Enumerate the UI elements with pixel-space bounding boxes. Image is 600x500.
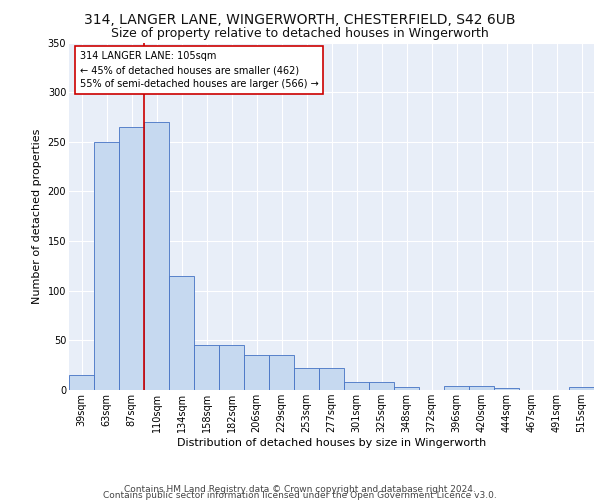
Text: 314 LANGER LANE: 105sqm
← 45% of detached houses are smaller (462)
55% of semi-d: 314 LANGER LANE: 105sqm ← 45% of detache… (79, 51, 318, 89)
Bar (569, 387, 594, 390)
Bar (169, 276, 194, 390)
Text: 314, LANGER LANE, WINGERWORTH, CHESTERFIELD, S42 6UB: 314, LANGER LANE, WINGERWORTH, CHESTERFI… (84, 12, 516, 26)
Bar (369, 382, 394, 390)
Bar (119, 127, 144, 390)
Bar (444, 386, 469, 390)
Bar (194, 346, 219, 390)
Bar (294, 368, 319, 390)
Bar (494, 388, 519, 390)
Bar (244, 355, 269, 390)
Bar (319, 368, 344, 390)
Bar (344, 382, 369, 390)
Bar (394, 387, 419, 390)
Bar (269, 355, 294, 390)
X-axis label: Distribution of detached houses by size in Wingerworth: Distribution of detached houses by size … (177, 438, 486, 448)
Bar (94, 142, 119, 390)
Y-axis label: Number of detached properties: Number of detached properties (32, 128, 42, 304)
Bar (469, 386, 494, 390)
Bar (144, 122, 169, 390)
Bar (219, 346, 244, 390)
Bar (69, 375, 94, 390)
Text: Size of property relative to detached houses in Wingerworth: Size of property relative to detached ho… (111, 28, 489, 40)
Text: Contains HM Land Registry data © Crown copyright and database right 2024.: Contains HM Land Registry data © Crown c… (124, 484, 476, 494)
Text: Contains public sector information licensed under the Open Government Licence v3: Contains public sector information licen… (103, 491, 497, 500)
